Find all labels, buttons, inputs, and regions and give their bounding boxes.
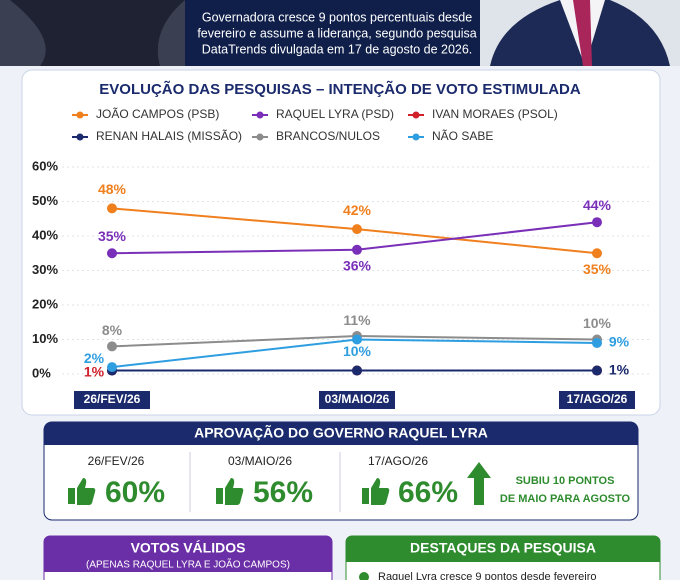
legend-dot bbox=[76, 111, 84, 119]
thumb-icon bbox=[216, 478, 244, 505]
legend-label: RAQUEL LYRA (PSD) bbox=[276, 107, 394, 121]
data-label: 48% bbox=[98, 181, 127, 197]
approval-value: 60% bbox=[105, 476, 165, 509]
valid-votes-subtitle: (APENAS RAQUEL LYRA E JOÃO CAMPOS) bbox=[86, 558, 290, 571]
data-point bbox=[592, 217, 602, 228]
legend-label: RENAN HALAIS (MISSÃO) bbox=[96, 129, 242, 143]
approval-date: 17/AGO/26 bbox=[368, 454, 428, 468]
approval-note: DE MAIO PARA AGOSTO bbox=[500, 493, 631, 505]
legend-dot bbox=[256, 133, 264, 141]
approval-value: 56% bbox=[253, 476, 313, 509]
x-tick-label: 03/MAIO/26 bbox=[325, 392, 390, 406]
highlights-title: DESTAQUES DA PESQUISA bbox=[410, 540, 596, 556]
legend-dot bbox=[412, 111, 420, 119]
legend-label: JOÃO CAMPOS (PSB) bbox=[96, 107, 219, 121]
highlights-header bbox=[346, 536, 660, 562]
valid-votes-header bbox=[44, 536, 332, 572]
header-text: fevereiro e assume a liderança, segundo … bbox=[197, 26, 476, 40]
y-tick-label: 30% bbox=[32, 262, 58, 277]
data-label: 35% bbox=[98, 228, 127, 244]
approval-date: 03/MAIO/26 bbox=[228, 454, 292, 468]
data-label: 1% bbox=[609, 361, 630, 377]
data-label: 11% bbox=[343, 312, 371, 328]
thumb-icons bbox=[68, 478, 390, 505]
data-point bbox=[107, 362, 117, 373]
data-label: 10% bbox=[343, 343, 372, 359]
chart-card bbox=[21, 69, 661, 416]
y-tick-label: 50% bbox=[32, 193, 58, 208]
valid-votes-title: VOTOS VÁLIDOS bbox=[131, 540, 246, 556]
legend-label: IVAN MORAES (PSOL) bbox=[432, 107, 558, 121]
x-tick-box bbox=[559, 391, 635, 409]
photo-left-shape bbox=[10, 0, 185, 66]
data-label: 35% bbox=[583, 261, 612, 277]
data-point bbox=[592, 248, 602, 259]
legend-label: BRANCOS/NULOS bbox=[276, 129, 380, 143]
legend-dot bbox=[76, 133, 84, 141]
chart: JOÃO CAMPOS (PSB) RAQUEL LYRA (PSD) IVAN M… bbox=[32, 107, 650, 409]
x-tick-box bbox=[74, 391, 150, 409]
data-point bbox=[592, 337, 602, 348]
x-tick-label: 26/FEV/26 bbox=[84, 392, 141, 406]
data-label: 1% bbox=[84, 363, 105, 379]
data-label: 8% bbox=[102, 322, 123, 338]
data-point bbox=[107, 203, 117, 214]
photo-right-tie bbox=[573, 0, 592, 66]
check-icon bbox=[359, 572, 369, 580]
legend-dot bbox=[256, 111, 264, 119]
data-label: 44% bbox=[583, 197, 612, 213]
up-arrow bbox=[467, 462, 491, 505]
data-point bbox=[592, 365, 602, 376]
approval-note: SUBIU 10 PONTOS bbox=[516, 475, 615, 487]
y-tick-label: 0% bbox=[32, 365, 51, 380]
y-tick-label: 10% bbox=[32, 331, 58, 346]
data-point bbox=[107, 248, 117, 259]
thumb-icon bbox=[68, 478, 96, 505]
data-point bbox=[107, 341, 117, 352]
legend-dot bbox=[412, 133, 420, 141]
data-point bbox=[352, 224, 362, 235]
approval-header bbox=[44, 422, 638, 445]
thumb-icon bbox=[362, 478, 390, 505]
data-label: 42% bbox=[343, 202, 372, 218]
legend-label: NÃO SABE bbox=[432, 129, 493, 143]
y-tick-label: 60% bbox=[32, 158, 58, 173]
data-label: 2% bbox=[84, 350, 105, 366]
header-text: DataTrends divulgada em 17 de agosto de … bbox=[202, 42, 473, 56]
approval-date: 26/FEV/26 bbox=[88, 454, 145, 468]
header-text: Governadora cresce 9 pontos percentuais … bbox=[202, 10, 472, 24]
approval-value: 66% bbox=[398, 476, 458, 509]
approval-title: APROVAÇÃO DO GOVERNO RAQUEL LYRA bbox=[194, 424, 488, 441]
x-tick-box bbox=[319, 391, 395, 409]
data-label: 10% bbox=[583, 315, 612, 331]
y-tick-label: 20% bbox=[32, 296, 58, 311]
chart-title: EVOLUÇÃO DAS PESQUISAS – INTENÇÃO DE VOT… bbox=[99, 80, 581, 98]
x-tick-label: 17/AGO/26 bbox=[567, 392, 628, 406]
data-point bbox=[352, 244, 362, 255]
data-point bbox=[352, 365, 362, 376]
y-tick-label: 40% bbox=[32, 227, 58, 242]
data-point bbox=[352, 334, 362, 345]
highlight-item: Raquel Lyra cresce 9 pontos desde fevere… bbox=[378, 571, 597, 580]
data-label: 9% bbox=[609, 334, 630, 350]
data-label: 36% bbox=[343, 258, 372, 274]
